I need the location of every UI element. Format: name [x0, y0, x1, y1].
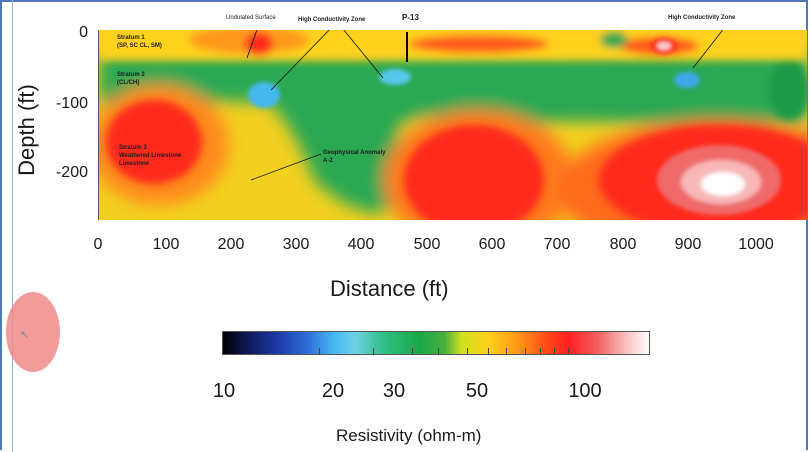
- colorbar-tick: [506, 348, 507, 355]
- stratum2-detail: (CL/CH): [117, 80, 140, 86]
- frame-divider: [12, 0, 13, 452]
- colorbar-label: 10: [212, 380, 236, 402]
- y-axis-label: Depth (ft): [14, 84, 39, 176]
- colorbar-label: 20: [321, 380, 345, 402]
- resistivity-section-plot: Stratum 1 (SP, SC CL, SM) Stratum 2 (CL/…: [98, 30, 807, 220]
- cursor-highlight: [6, 292, 60, 372]
- x-tick-label: 0: [93, 236, 103, 253]
- stratum2-label: Stratum 2 (CL/CH): [117, 71, 145, 87]
- colorbar-tick: [467, 348, 468, 355]
- colorbar: [222, 331, 650, 355]
- conductive-zone-mid: [379, 69, 411, 85]
- anomaly-id: A-2: [323, 158, 333, 164]
- conductive-zone-right: [674, 72, 700, 88]
- colorbar-tick: [438, 348, 439, 355]
- colorbar-title: Resistivity (ohm-m): [336, 426, 482, 445]
- y-axis-label-wrap: Depth (ft): [10, 70, 44, 190]
- colorbar-tick: [554, 348, 555, 355]
- colorbar-label: 50: [465, 380, 489, 402]
- stratum2-title: Stratum 2: [117, 72, 145, 78]
- undulated-surface-label: Undulated Surface: [226, 15, 276, 21]
- colorbar-tick: [525, 348, 526, 355]
- anomaly-label: Geophysical Anomaly A-2: [323, 149, 385, 165]
- stratum3-resistive-zone: [106, 100, 202, 184]
- x-tick-label: 1000: [738, 236, 774, 253]
- x-tick-label: 700: [543, 236, 571, 253]
- x-tick-label: 100: [152, 236, 180, 253]
- x-tick-label: 800: [609, 236, 637, 253]
- colorbar-tick: [412, 348, 413, 355]
- high-conductivity-zone-label-left: High Conductivity Zone: [298, 17, 366, 23]
- p13-label: P-13: [402, 13, 419, 22]
- x-tick-label: 300: [282, 236, 310, 253]
- stratum3-title: Stratum 3: [119, 145, 147, 151]
- x-tick-label: 600: [478, 236, 506, 253]
- x-tick-label: 400: [347, 236, 375, 253]
- y-tick-label: -100: [55, 95, 88, 112]
- resistivity-heatmap: [99, 30, 807, 220]
- annotation-arrows: [246, 30, 724, 181]
- stratum1-title: Stratum 1: [117, 35, 145, 41]
- mouse-pointer-icon: ↖: [20, 329, 30, 341]
- colorbar-tick: [568, 348, 569, 355]
- colorbar-tick: [488, 348, 489, 355]
- stratum1-detail: (SP, SC CL, SM): [117, 43, 162, 49]
- x-tick-label: 200: [217, 236, 245, 253]
- colorbar-label: 100: [568, 380, 602, 402]
- stratum3-detail-2: Limestone: [119, 161, 150, 167]
- colorbar-tick: [319, 348, 320, 355]
- x-tick-label: 500: [413, 236, 441, 253]
- anomaly-resistive-zone: [404, 125, 544, 220]
- colorbar-tick: [540, 348, 541, 355]
- high-conductivity-zone-label-right: High Conductivity Zone: [668, 15, 736, 21]
- colorbar-label: 30: [382, 380, 406, 402]
- colorbar-tick: [373, 348, 374, 355]
- stratum3-label: Stratum 3 Weathered Limestone Limestone: [119, 144, 181, 168]
- stratum3-detail-1: Weathered Limestone: [119, 153, 182, 159]
- y-tick-label: -200: [55, 164, 88, 181]
- anomaly-title: Geophysical Anomaly: [323, 150, 386, 156]
- x-tick-label: 900: [674, 236, 702, 253]
- y-tick-label: 0: [79, 24, 88, 41]
- stratum1-label: Stratum 1 (SP, SC CL, SM): [117, 34, 162, 50]
- x-axis-label: Distance (ft): [330, 276, 449, 301]
